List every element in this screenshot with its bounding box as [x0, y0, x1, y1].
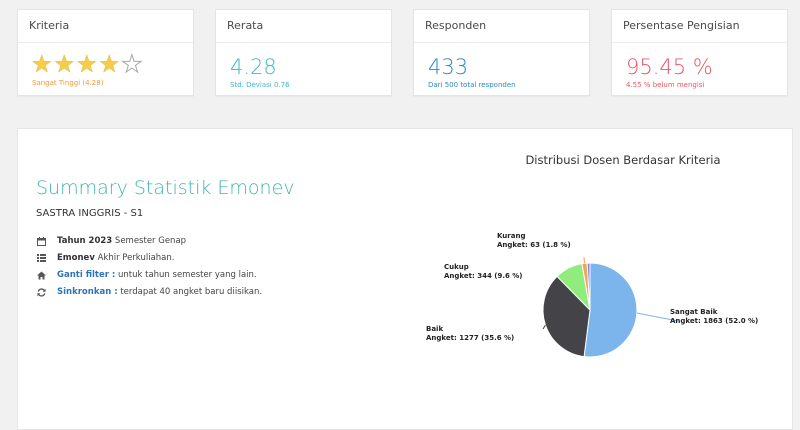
home-icon [36, 270, 46, 280]
summary-subtitle: SASTRA INGGRIS - S1 [36, 208, 144, 219]
calendar-icon [36, 236, 46, 246]
card-title: Kriteria [18, 10, 193, 43]
pie-slice-baik[interactable] [542, 275, 591, 358]
info-filter-text: untuk tahun semester yang lain. [115, 270, 257, 280]
star-empty-icon: ★ [121, 50, 143, 78]
card-responden: Responden 433 Dari 500 total responden [413, 9, 590, 96]
summary-title: Summary Statistik Emonev [36, 177, 295, 199]
chart-title: Distribusi Dosen Berdasar Kriteria [525, 153, 721, 167]
pie-label-name: Sangat Baik [670, 308, 718, 316]
change-filter-link[interactable]: Ganti filter : [57, 270, 116, 280]
pie-connector [583, 256, 585, 264]
info-sync: Sinkronkan : terdapat 40 angket baru dii… [36, 287, 262, 297]
card-title: Rerata [216, 10, 391, 43]
sync-link[interactable]: Sinkronkan : [57, 287, 118, 297]
card-kriteria: Kriteria ★ ★ ★ ★ ★ Sangat Tinggi (4.28) [17, 9, 194, 96]
pie-label-name: Cukup [444, 263, 469, 271]
sync-icon [36, 287, 46, 297]
star-rating: ★ ★ ★ ★ ★ [31, 50, 193, 78]
info-sync-text: terdapat 40 angket baru diisikan. [117, 287, 263, 297]
pie-connector [561, 267, 570, 282]
pie-slice-other[interactable] [586, 262, 591, 311]
unfilled-percentage: 4.55 % belum mengisi [626, 81, 705, 89]
pie-connector [542, 324, 546, 330]
respondent-total: Dari 500 total responden [428, 81, 516, 89]
pie-label-value: Angket: 1863 (52.0 %) [670, 317, 758, 325]
info-emonev-text: Akhir Perkuliahan. [94, 253, 175, 263]
info-year-text: Semester Genap [112, 236, 187, 246]
star-full-icon: ★ [76, 50, 98, 78]
list-icon [36, 253, 46, 263]
star-full-icon: ★ [53, 50, 76, 78]
card-rerata: Rerata 4.28 Std. Deviasi 0.76 [215, 9, 392, 96]
std-deviation: Std. Deviasi 0.76 [230, 81, 290, 89]
respondent-count: 433 [428, 55, 469, 79]
summary-panel: Summary Statistik Emonev SASTRA INGGRIS … [17, 128, 793, 430]
pie-label-name: Kurang [497, 232, 525, 240]
info-filter: Ganti filter : untuk tahun semester yang… [36, 270, 257, 280]
rating-caption: Sangat Tinggi (4.28) [32, 79, 104, 87]
info-emonev: Emonev Akhir Perkuliahan. [36, 253, 174, 263]
pie-slice-sangat-baik[interactable] [583, 262, 638, 358]
info-year-bold: Tahun 2023 [57, 236, 113, 246]
star-full-icon: ★ [31, 50, 53, 78]
pie-label-name: Baik [426, 325, 443, 333]
fill-percentage: 95.45 % [626, 55, 713, 79]
pie-connector [636, 312, 679, 322]
info-emonev-bold: Emonev [57, 253, 95, 263]
pie-label-value: Angket: 63 (1.8 %) [497, 241, 571, 249]
info-year: Tahun 2023 Semester Genap [36, 236, 186, 246]
pie-label-value: Angket: 344 (9.6 %) [444, 272, 523, 280]
mean-value: 4.28 [230, 55, 277, 79]
card-persentase: Persentase Pengisian 95.45 % 4.55 % belu… [611, 9, 788, 96]
pie-label-value: Angket: 1277 (35.6 %) [426, 334, 514, 342]
card-title: Responden [414, 10, 589, 43]
star-full-icon: ★ [98, 50, 121, 78]
card-title: Persentase Pengisian [612, 10, 787, 43]
